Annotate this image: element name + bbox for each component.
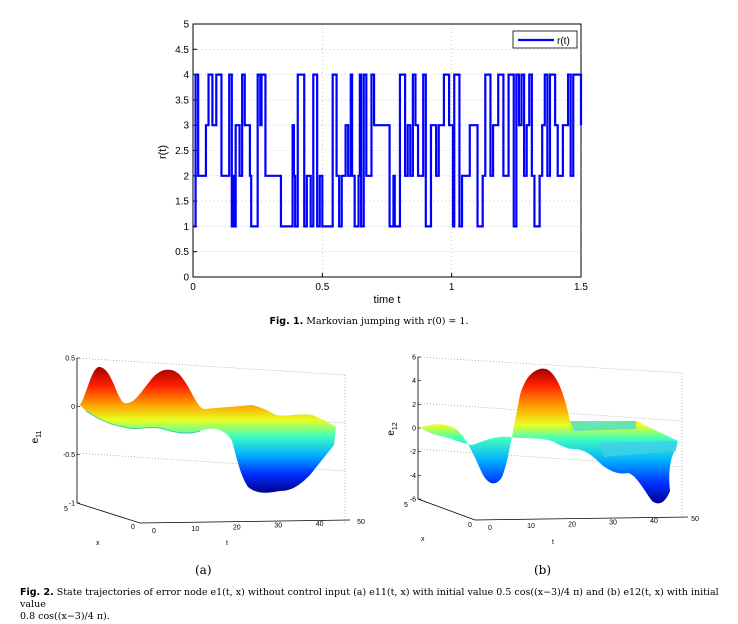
fig1-y-axis-label: r(t) (157, 145, 169, 159)
fig2a-t-label: t (226, 540, 228, 547)
fig2a-z-ticks: 0.5 0 -0.5 -1 (63, 356, 80, 508)
fig2b-x-label: x (421, 536, 425, 543)
fig1-x-tick-label: 1 (449, 282, 455, 293)
fig1-caption: Fig. 1. Markovian jumping with r(0) = 1. (0, 316, 738, 328)
t-tick-label: 30 (274, 523, 282, 530)
fig1-y-tick-label: 5 (183, 20, 189, 31)
fig2-caption-label: Fig. 2. (20, 587, 54, 598)
fig2a-x-tick-0: 0 (131, 524, 135, 531)
z-tick-label: -0.5 (63, 452, 75, 459)
z-tick-label: 4 (412, 378, 416, 385)
t-tick-label: 20 (568, 521, 576, 528)
fig2b-t-ticks: 0 10 20 30 40 50 (488, 516, 699, 532)
fig1-x-tick-label: 0.5 (315, 282, 329, 293)
fig1-x-ticks: 0 0.5 1 1.5 (190, 273, 588, 293)
fig1-y-tick-label: 0 (183, 273, 189, 284)
fig2b-z-ticks: 6 4 2 0 -2 -4 -6 (410, 355, 421, 504)
fig1-plot-frame (192, 23, 582, 278)
fig1-y-tick-label: 2.5 (175, 146, 189, 157)
fig2b-x-tick-5: 5 (404, 502, 408, 509)
fig2b-x-tick-0: 0 (468, 522, 472, 529)
series-line-r-t (193, 73, 583, 228)
fig2a-z-label: e11 (30, 430, 43, 443)
fig2a-t-axis (139, 519, 351, 524)
fig2-caption-text: State trajectories of error node e1(t, x… (20, 587, 719, 610)
fig1-x-axis-label: time t (374, 294, 401, 306)
t-tick-label: 0 (488, 525, 492, 532)
fig2a-sublabel: (a) (195, 563, 212, 577)
fig1-y-ticks: 0 0.5 1 1.5 2 2.5 3 3.5 4 4.5 5 (175, 20, 197, 284)
fig1-y-tick-label: 1.5 (175, 197, 189, 208)
fig1-y-tick-label: 4 (183, 70, 189, 81)
t-tick-label: 30 (609, 520, 617, 527)
fig1-grid (192, 23, 582, 278)
z-tick-label: -1 (69, 501, 75, 508)
fig2-caption-text-2: 0.8 cos((x−3)/4 π). (20, 611, 110, 622)
fig1-y-tick-label: 3.5 (175, 95, 189, 106)
fig2b-surface (422, 368, 678, 504)
fig2a-x-tick-5: 5 (64, 506, 68, 513)
fig1-caption-text: Markovian jumping with r(0) = 1. (306, 316, 469, 327)
fig1-chart: 0 0.5 1 1.5 2 2.5 3 3.5 4 4.5 5 0 0.5 1 1.5 r(t) time… (157, 20, 588, 307)
t-tick-label: 40 (316, 521, 324, 528)
z-tick-label: 2 (412, 402, 416, 409)
fig2b-sublabel: (b) (534, 563, 552, 577)
legend-label: r(t) (557, 36, 570, 47)
fig2a-surface-plot: 0.5 0 -0.5 -1 e11 5 0 x 0 10 20 30 40 50 t (30, 356, 365, 548)
fig2a-surface (80, 366, 336, 493)
fig2-caption: Fig. 2. State trajectories of error node… (20, 587, 730, 623)
z-tick-label: 0.5 (65, 356, 75, 363)
t-tick-label: 40 (650, 518, 658, 525)
fig1-y-tick-label: 1 (183, 222, 189, 233)
fig2a-x-axis (76, 502, 141, 524)
z-tick-label: -2 (410, 449, 416, 456)
t-tick-label: 10 (192, 526, 200, 533)
z-tick-label: -6 (410, 497, 416, 504)
z-tick-label: 0 (71, 404, 75, 411)
fig2a-t-ticks: 0 10 20 30 40 50 (152, 519, 365, 535)
t-tick-label: 50 (691, 516, 699, 523)
z-tick-label: 6 (412, 355, 416, 362)
fig2b-x-axis (417, 498, 476, 521)
fig1-caption-label: Fig. 1. (269, 316, 304, 327)
fig2b-t-axis (474, 516, 689, 521)
fig2a-x-label: x (96, 540, 100, 547)
fig2b-plane-edge (570, 421, 636, 431)
fig2b-back-plane (598, 441, 676, 457)
fig1-x-tick-label: 1.5 (574, 282, 588, 293)
fig2b-z-label: e12 (386, 422, 399, 435)
fig2b-t-label: t (552, 539, 554, 546)
fig1-x-tick-label: 0 (190, 282, 196, 293)
fig1-y-tick-label: 0.5 (175, 247, 189, 258)
fig1-legend: r(t) (512, 30, 578, 49)
fig1-y-tick-label: 4.5 (175, 45, 189, 56)
z-tick-label: 0 (412, 426, 416, 433)
fig2a-front-edge (85, 410, 201, 434)
t-tick-label: 20 (233, 524, 241, 531)
t-tick-label: 50 (357, 519, 365, 526)
t-tick-label: 10 (527, 523, 535, 530)
fig1-y-tick-label: 2 (183, 171, 189, 182)
fig1-y-tick-label: 3 (183, 121, 189, 132)
z-tick-label: -4 (410, 473, 416, 480)
t-tick-label: 0 (152, 528, 156, 535)
